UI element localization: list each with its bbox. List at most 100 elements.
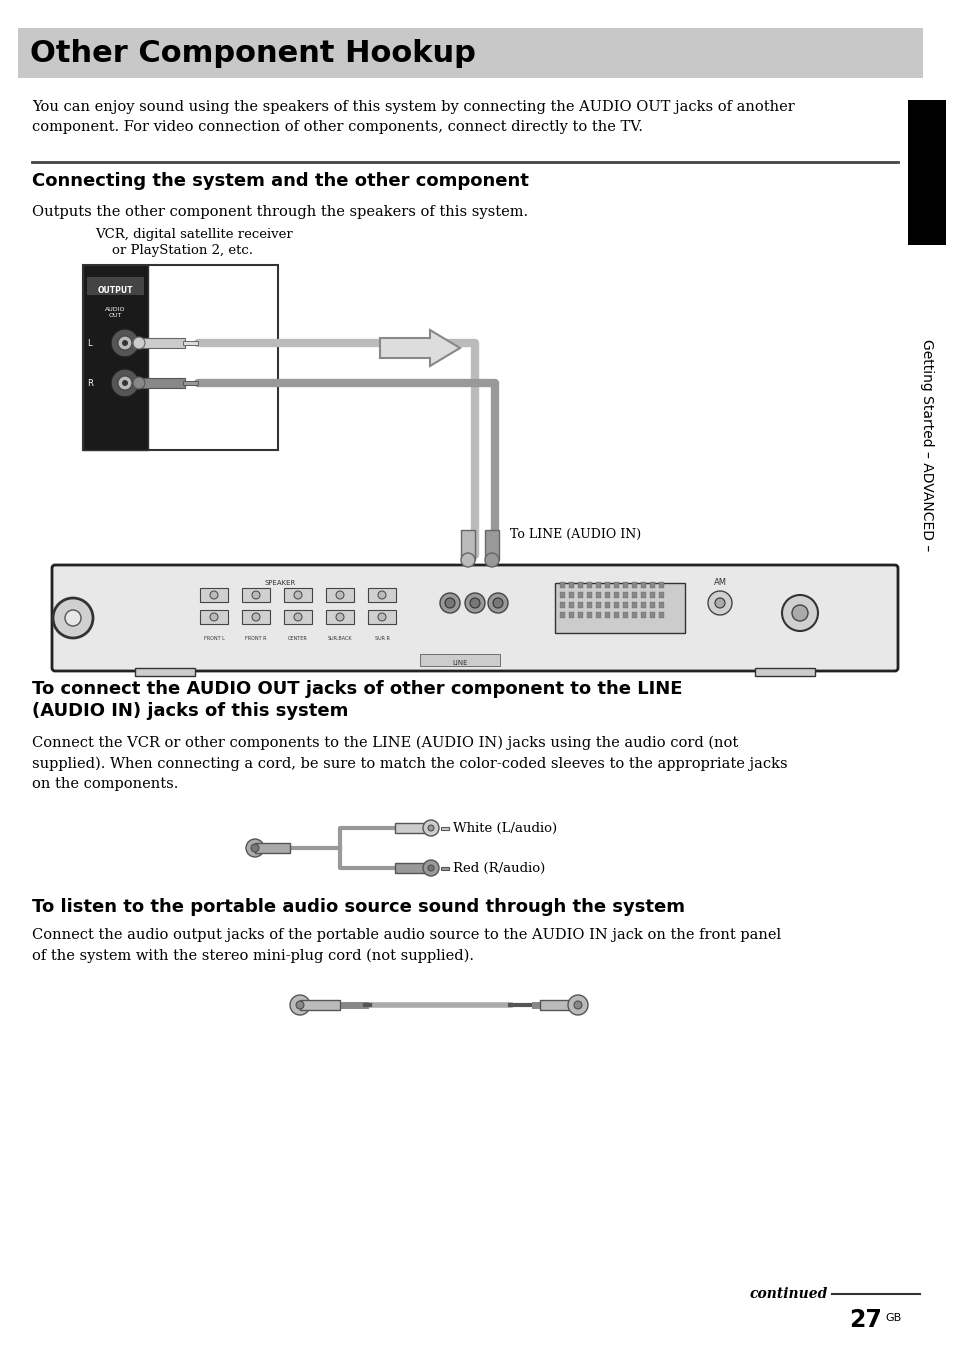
- Bar: [368, 588, 395, 602]
- Bar: [586, 592, 592, 598]
- Text: LINE: LINE: [452, 660, 467, 667]
- Circle shape: [377, 591, 386, 599]
- Circle shape: [707, 591, 731, 615]
- Circle shape: [252, 612, 260, 621]
- Bar: [568, 581, 574, 588]
- Text: AM: AM: [713, 579, 726, 587]
- Bar: [622, 592, 627, 598]
- Text: Connect the VCR or other components to the LINE (AUDIO IN) jacks using the audio: Connect the VCR or other components to t…: [32, 735, 787, 791]
- Bar: [614, 592, 618, 598]
- Bar: [299, 1000, 339, 1010]
- Circle shape: [294, 591, 302, 599]
- Bar: [578, 612, 582, 618]
- Bar: [614, 602, 618, 608]
- Bar: [559, 581, 564, 588]
- Bar: [907, 100, 945, 245]
- Bar: [326, 610, 354, 625]
- Text: To LINE (AUDIO IN): To LINE (AUDIO IN): [510, 529, 640, 541]
- Circle shape: [246, 840, 264, 857]
- Circle shape: [488, 594, 507, 612]
- Bar: [83, 265, 277, 450]
- Circle shape: [470, 598, 479, 608]
- Bar: [604, 602, 609, 608]
- Text: R: R: [87, 379, 92, 388]
- Circle shape: [294, 612, 302, 621]
- Bar: [568, 592, 574, 598]
- Text: GB: GB: [884, 1313, 901, 1324]
- Circle shape: [118, 376, 132, 389]
- Bar: [183, 381, 198, 385]
- Circle shape: [422, 821, 438, 836]
- Circle shape: [714, 598, 724, 608]
- Bar: [754, 668, 814, 676]
- FancyBboxPatch shape: [52, 565, 897, 671]
- Circle shape: [377, 612, 386, 621]
- Bar: [640, 592, 645, 598]
- Bar: [596, 602, 600, 608]
- Bar: [555, 583, 684, 633]
- Bar: [242, 610, 270, 625]
- Text: 27: 27: [848, 1307, 882, 1332]
- Bar: [596, 581, 600, 588]
- Bar: [631, 602, 637, 608]
- Circle shape: [460, 553, 475, 566]
- Circle shape: [122, 339, 128, 346]
- Bar: [631, 612, 637, 618]
- Text: To connect the AUDIO OUT jacks of other component to the LINE: To connect the AUDIO OUT jacks of other …: [32, 680, 681, 698]
- Bar: [622, 612, 627, 618]
- Bar: [559, 592, 564, 598]
- Bar: [649, 612, 655, 618]
- Bar: [640, 581, 645, 588]
- Bar: [586, 612, 592, 618]
- Bar: [140, 379, 185, 388]
- Bar: [242, 588, 270, 602]
- Bar: [604, 612, 609, 618]
- Bar: [659, 581, 663, 588]
- Bar: [578, 602, 582, 608]
- Circle shape: [252, 591, 260, 599]
- Bar: [254, 844, 290, 853]
- Text: (AUDIO IN) jacks of this system: (AUDIO IN) jacks of this system: [32, 702, 348, 721]
- Text: FRONT R: FRONT R: [245, 635, 267, 641]
- Circle shape: [428, 865, 434, 871]
- Bar: [83, 265, 148, 450]
- Bar: [484, 530, 498, 560]
- Circle shape: [335, 591, 344, 599]
- Text: Connect the audio output jacks of the portable audio source to the AUDIO IN jack: Connect the audio output jacks of the po…: [32, 927, 781, 963]
- Polygon shape: [379, 330, 459, 366]
- Bar: [18, 28, 923, 78]
- Bar: [395, 863, 430, 873]
- Circle shape: [132, 337, 145, 349]
- Bar: [659, 612, 663, 618]
- Bar: [284, 588, 312, 602]
- Bar: [368, 610, 395, 625]
- Circle shape: [111, 369, 139, 397]
- Circle shape: [567, 995, 587, 1015]
- Bar: [614, 581, 618, 588]
- Bar: [539, 1000, 575, 1010]
- Bar: [559, 602, 564, 608]
- Bar: [649, 602, 655, 608]
- Bar: [596, 612, 600, 618]
- Bar: [87, 277, 144, 295]
- Circle shape: [444, 598, 455, 608]
- Bar: [586, 581, 592, 588]
- Circle shape: [210, 591, 218, 599]
- Text: CENTER: CENTER: [288, 635, 308, 641]
- Circle shape: [132, 377, 145, 389]
- Text: SUR R: SUR R: [375, 635, 389, 641]
- Bar: [568, 612, 574, 618]
- Bar: [135, 668, 194, 676]
- FancyArrow shape: [440, 826, 449, 830]
- Circle shape: [122, 380, 128, 387]
- Text: AUDIO
OUT: AUDIO OUT: [105, 307, 125, 318]
- Bar: [578, 581, 582, 588]
- Circle shape: [464, 594, 484, 612]
- Bar: [649, 581, 655, 588]
- Circle shape: [422, 860, 438, 876]
- Circle shape: [118, 337, 132, 350]
- Circle shape: [791, 604, 807, 621]
- Text: SPEAKER: SPEAKER: [264, 580, 295, 585]
- Circle shape: [428, 825, 434, 831]
- Bar: [614, 612, 618, 618]
